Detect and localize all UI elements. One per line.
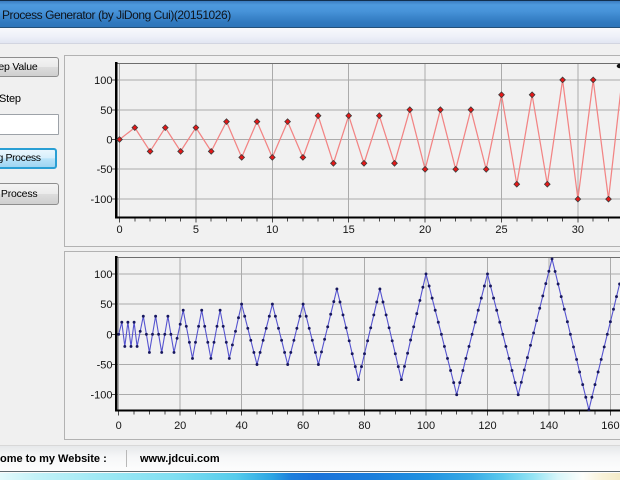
svg-text:60: 60 <box>297 420 309 432</box>
svg-text:80: 80 <box>358 420 370 432</box>
svg-text:15: 15 <box>343 224 355 236</box>
svg-text:-100: -100 <box>90 194 112 206</box>
svg-text:5: 5 <box>193 224 199 236</box>
svg-text:25: 25 <box>495 224 507 236</box>
svg-text:-50: -50 <box>97 360 113 372</box>
svg-text:100: 100 <box>417 420 435 432</box>
svg-text:100: 100 <box>94 269 112 281</box>
svg-text:120: 120 <box>478 420 496 432</box>
svg-text:140: 140 <box>540 420 558 432</box>
svg-text:160: 160 <box>601 420 619 432</box>
svg-text:20: 20 <box>174 420 186 432</box>
svg-text:0: 0 <box>106 329 112 341</box>
svg-text:50: 50 <box>100 105 112 117</box>
svg-text:10: 10 <box>266 224 278 236</box>
svg-text:0: 0 <box>116 224 122 236</box>
svg-text:20: 20 <box>419 224 431 236</box>
svg-text:-50: -50 <box>97 164 113 176</box>
svg-text:30: 30 <box>572 224 584 236</box>
svg-text:50: 50 <box>100 299 112 311</box>
svg-text:-100: -100 <box>90 390 112 402</box>
svg-text:40: 40 <box>235 420 247 432</box>
svg-text:0: 0 <box>116 420 122 432</box>
svg-text:0: 0 <box>106 135 112 147</box>
svg-text:100: 100 <box>94 75 112 87</box>
